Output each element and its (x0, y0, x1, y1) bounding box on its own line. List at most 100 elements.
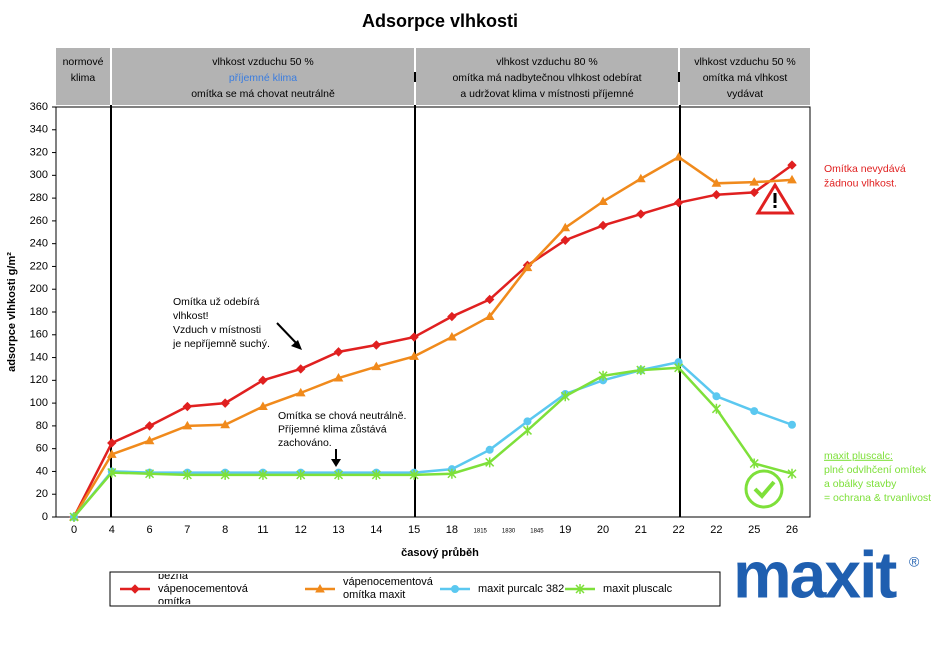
logo-mark: ® (909, 554, 920, 570)
x-tick-label: 20 (597, 524, 609, 536)
point (144, 421, 155, 431)
point (409, 332, 419, 342)
point (485, 445, 494, 454)
y-tick-label: 140 (30, 351, 48, 363)
point (371, 361, 382, 371)
point (636, 365, 646, 376)
x-minor-label: 1815 (474, 529, 488, 535)
point (371, 469, 381, 480)
series-line (72, 164, 793, 518)
point (485, 457, 495, 468)
legend-entry: maxit pluscalc (603, 583, 672, 595)
y-tick-label: 100 (30, 397, 48, 409)
x-tick-label: 0 (71, 524, 77, 536)
point (69, 512, 79, 522)
series-line (73, 366, 793, 518)
point (333, 373, 344, 382)
x-tick-label: 18 (446, 524, 458, 536)
y-tick-label: 280 (30, 192, 48, 204)
point (635, 173, 646, 183)
point (522, 425, 533, 436)
point (130, 584, 140, 594)
y-tick-label: 60 (36, 443, 48, 455)
y-tick-label: 80 (36, 420, 48, 432)
y-tick-label: 200 (30, 283, 48, 295)
header-text: vlhkost vzduchu 80 % (496, 56, 598, 68)
point (522, 262, 533, 272)
x-minor-label: 1845 (530, 529, 544, 535)
x-tick-label: 6 (147, 524, 153, 536)
point (598, 196, 608, 206)
x-tick-label: 4 (109, 524, 115, 536)
y-tick-label: 260 (30, 215, 48, 227)
y-tick-label: 360 (30, 101, 48, 113)
logo: maxit (733, 537, 897, 611)
header-text: normové (63, 56, 104, 68)
annotation: a obálky stavby (824, 478, 897, 490)
annotation: plné odvlhčení omítek (824, 464, 927, 476)
point (107, 438, 117, 448)
point (711, 178, 722, 187)
point (673, 197, 684, 208)
header-box (416, 48, 678, 105)
point (749, 187, 759, 198)
point (315, 583, 325, 593)
point (258, 401, 268, 411)
y-tick-label: 240 (30, 238, 48, 250)
point (296, 364, 306, 374)
series-line (72, 155, 793, 518)
annotation: Omítka se chová neutrálně. (278, 410, 406, 422)
y-tick-label: 180 (30, 306, 48, 318)
annotation: = ochrana & trvanlivost (824, 492, 931, 504)
point (598, 220, 608, 231)
header-text: omítka se má chovat neutrálně (191, 88, 335, 100)
x-tick-label: 22 (673, 524, 685, 536)
x-tick-label: 13 (332, 524, 344, 536)
point (220, 398, 230, 408)
legend-entry: maxit purcalc 382 (478, 582, 565, 595)
x-minor-label: 1830 (502, 529, 516, 535)
point (712, 392, 721, 401)
point (296, 469, 306, 480)
point (560, 391, 570, 402)
y-tick-label: 40 (36, 465, 48, 477)
point (145, 468, 155, 479)
arrow (276, 322, 299, 346)
x-tick-label: 19 (559, 524, 571, 536)
check-icon (744, 469, 784, 509)
point (144, 435, 155, 445)
warning-icon (773, 193, 777, 203)
point (409, 469, 419, 480)
point (220, 469, 230, 480)
point (107, 467, 117, 478)
x-tick-label: 22 (710, 524, 722, 536)
x-tick-label: 21 (635, 524, 647, 536)
header-text: vlhkost vzduchu 50 % (694, 56, 796, 68)
point (258, 469, 268, 480)
point (575, 584, 585, 594)
y-tick-label: 20 (36, 488, 48, 500)
y-tick-label: 0 (42, 511, 48, 523)
legend-label: běžná vápenocementová omítka (158, 574, 248, 604)
point (371, 340, 382, 350)
legend-entry: běžná vápenocementová omítka (158, 574, 248, 604)
annotation: vlhkost! (173, 310, 209, 322)
annotation: Omítka už odebírá (173, 296, 260, 308)
x-tick-label: 14 (370, 524, 382, 536)
point (295, 387, 306, 397)
arrow (331, 459, 341, 467)
legend-label: maxit purcalc 382 (478, 582, 565, 595)
point (673, 152, 684, 161)
y-tick-label: 220 (30, 260, 48, 272)
header-text: vlhkost vzduchu 50 % (212, 56, 314, 68)
point (787, 160, 797, 170)
header-box (56, 48, 110, 105)
annotation: Příjemné klima zůstává (278, 423, 387, 435)
header-text: příjemné klima (229, 72, 297, 84)
legend-entry: vápenocementová omítka maxit (343, 576, 433, 601)
point (523, 417, 532, 426)
point (787, 174, 797, 184)
point (447, 332, 457, 341)
point (258, 375, 268, 386)
header-box (680, 48, 810, 105)
